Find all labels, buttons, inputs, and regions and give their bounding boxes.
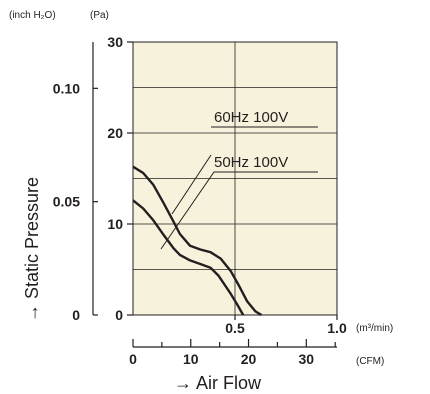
- x-cfm-tick-label: 30: [299, 351, 315, 367]
- y-pa-tick-label: 20: [107, 125, 123, 141]
- x-unit-cfm-label: (CFM): [356, 356, 384, 367]
- y-pa-tick-label: 10: [107, 216, 123, 232]
- axes: [92, 41, 338, 348]
- series-curve-0: [132, 165, 263, 317]
- grid-lines: [133, 42, 337, 315]
- x-m3-tick-label: 0.5: [225, 320, 245, 336]
- x-m3-tick-label: 1.0: [327, 320, 347, 336]
- y-axis-title: → Static Pressure: [22, 177, 42, 322]
- x-unit-m3-label: (m³/min): [356, 323, 393, 334]
- curves: [132, 165, 263, 317]
- series-label-50hz: 50Hz 100V: [214, 154, 288, 171]
- x-cfm-tick-label: 10: [183, 351, 199, 367]
- x-cfm-tick-label: 0: [129, 351, 137, 367]
- series-label-60hz: 60Hz 100V: [214, 109, 288, 126]
- leader-line-60hz: [171, 154, 212, 215]
- series-curve-1: [132, 199, 245, 316]
- x-axis-title: → Air Flow: [174, 373, 262, 393]
- y-inch-tick-label: 0: [72, 307, 80, 323]
- y-inch-tick-label: 0.05: [53, 194, 80, 210]
- y-pa-tick-label: 0: [115, 307, 123, 323]
- leader-line-50hz: [160, 171, 318, 250]
- tick-labels: 30 20 10 0 0.10 0.05 0 0.5 1.0 0 10 20 30: [53, 34, 347, 367]
- y-inch-tick-label: 0.10: [53, 80, 80, 96]
- y-unit-inch-label: (inch H₂O): [9, 10, 56, 21]
- y-unit-pa-label: (Pa): [90, 10, 109, 21]
- y-pa-tick-label: 30: [107, 34, 123, 50]
- x-cfm-tick-label: 20: [241, 351, 257, 367]
